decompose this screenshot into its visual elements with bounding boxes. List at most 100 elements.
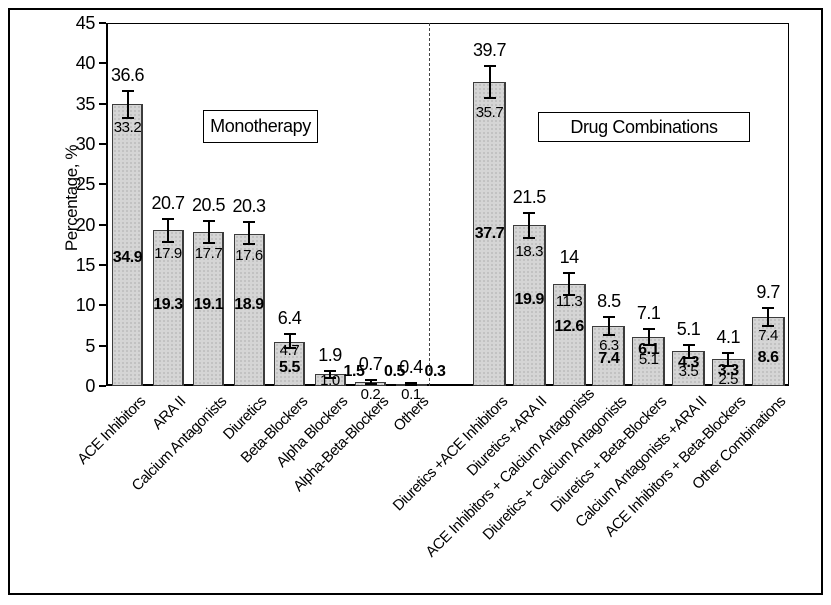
ci-high-label: 1.9 bbox=[318, 344, 342, 365]
error-bar-cap bbox=[324, 369, 336, 372]
group-label-box-drug-combinations: Drug Combinations bbox=[538, 112, 750, 142]
bar-value-label: 37.7 bbox=[474, 225, 505, 243]
error-bar-cap bbox=[202, 219, 215, 222]
ci-low-label: 17.6 bbox=[235, 246, 263, 264]
ci-low-label: 33.2 bbox=[113, 118, 142, 136]
ci-high-label: 39.7 bbox=[472, 39, 507, 60]
group-label: Drug Combinations bbox=[570, 116, 718, 137]
error-bar-cap bbox=[283, 333, 296, 336]
error-bar bbox=[410, 382, 412, 386]
bar bbox=[152, 230, 184, 386]
ci-low-label: 17.7 bbox=[194, 245, 223, 263]
error-bar bbox=[248, 222, 250, 244]
error-bar-cap bbox=[682, 356, 695, 359]
ci-high-label: 36.6 bbox=[110, 64, 145, 85]
bar bbox=[512, 225, 546, 386]
error-bar-cap bbox=[405, 381, 417, 384]
y-axis-tick bbox=[99, 143, 106, 145]
figure-border bbox=[8, 8, 823, 595]
error-bar bbox=[687, 344, 690, 358]
ci-low-label: 5.1 bbox=[638, 350, 659, 368]
error-bar-cap bbox=[563, 272, 576, 275]
ci-high-label: 14 bbox=[559, 247, 580, 268]
y-axis-tick-label: 15 bbox=[75, 255, 96, 275]
bar bbox=[473, 81, 506, 386]
error-bar-cap bbox=[243, 243, 255, 246]
plot-border bbox=[106, 23, 789, 386]
y-axis-tick-label: 40 bbox=[75, 53, 96, 74]
ci-low-label: 35.7 bbox=[475, 104, 504, 122]
error-bar-cap bbox=[243, 221, 255, 224]
ci-high-label: 8.5 bbox=[597, 291, 621, 312]
ci-low-label: 2.5 bbox=[718, 371, 739, 389]
ci-low-label: 0.1 bbox=[401, 386, 421, 404]
ci-high-label: 0.7 bbox=[358, 354, 383, 375]
error-bar bbox=[607, 317, 610, 336]
ci-high-label: 7.1 bbox=[636, 302, 661, 323]
error-bar-cap bbox=[563, 293, 576, 296]
group-divider bbox=[429, 23, 430, 386]
error-bar-cap bbox=[483, 97, 496, 100]
ci-low-label: 3.5 bbox=[678, 363, 699, 381]
ci-high-label: 4.1 bbox=[716, 326, 741, 347]
y-axis-tick bbox=[99, 304, 106, 307]
ci-high-label: 20.5 bbox=[191, 194, 226, 215]
error-bar-cap bbox=[483, 64, 496, 67]
bar-value-label: 5.5 bbox=[278, 359, 301, 377]
error-bar-cap bbox=[642, 343, 655, 346]
error-bar-cap bbox=[162, 218, 174, 221]
error-bar-cap bbox=[762, 306, 775, 309]
error-bar bbox=[207, 220, 210, 244]
error-bar-cap bbox=[523, 237, 536, 240]
error-bar-cap bbox=[682, 343, 695, 346]
bar-value-label: 0.3 bbox=[424, 363, 446, 381]
error-bar bbox=[288, 334, 291, 349]
error-bar-cap bbox=[405, 384, 417, 387]
bar-value-label: 19.1 bbox=[193, 296, 224, 314]
bar bbox=[233, 233, 265, 386]
bar-value-label: 12.6 bbox=[554, 318, 584, 336]
ci-low-label: 11.3 bbox=[555, 292, 583, 310]
bar-value-label: 19.3 bbox=[153, 296, 183, 314]
bar-value-label: 34.9 bbox=[112, 248, 143, 266]
bar bbox=[632, 336, 666, 386]
error-bar-cap bbox=[722, 364, 735, 367]
bar-value-label: 0.5 bbox=[384, 363, 406, 381]
y-axis-tick bbox=[99, 22, 106, 24]
error-bar-cap bbox=[121, 117, 134, 120]
y-axis-tick bbox=[99, 344, 106, 347]
error-bar bbox=[727, 352, 730, 366]
bar bbox=[552, 284, 586, 386]
y-axis-tick-label: 45 bbox=[75, 13, 96, 33]
error-bar-cap bbox=[162, 240, 174, 243]
error-bar bbox=[126, 90, 129, 119]
error-bar-cap bbox=[722, 351, 735, 354]
ci-low-label: 4.7 bbox=[279, 342, 300, 360]
ci-high-label: 9.7 bbox=[756, 281, 780, 302]
error-bar bbox=[647, 328, 650, 345]
error-bar bbox=[488, 65, 491, 99]
error-bar-cap bbox=[762, 325, 775, 328]
ci-low-label: 0.2 bbox=[360, 386, 381, 404]
error-bar-cap bbox=[364, 383, 377, 386]
bar bbox=[314, 373, 346, 386]
y-axis-tick bbox=[99, 183, 106, 186]
y-axis-tick-label: 5 bbox=[85, 335, 95, 356]
error-bar bbox=[528, 212, 531, 239]
y-axis-tick bbox=[99, 385, 106, 387]
error-bar-cap bbox=[602, 334, 615, 337]
error-bar-cap bbox=[642, 327, 655, 330]
ci-low-label: 6.3 bbox=[599, 337, 619, 355]
ci-high-label: 20.3 bbox=[232, 196, 266, 217]
group-label-box-monotherapy: Monotherapy bbox=[203, 110, 318, 143]
bar-value-label: 18.9 bbox=[234, 296, 264, 314]
y-axis-tick-label: 20 bbox=[75, 214, 96, 235]
y-axis-tick-label: 0 bbox=[85, 376, 95, 396]
bar bbox=[112, 104, 143, 386]
ci-low-label: 7.4 bbox=[758, 326, 778, 344]
bar-value-label: 1.5 bbox=[343, 363, 365, 381]
error-bar bbox=[369, 380, 372, 385]
y-axis-tick-label: 10 bbox=[75, 295, 96, 316]
